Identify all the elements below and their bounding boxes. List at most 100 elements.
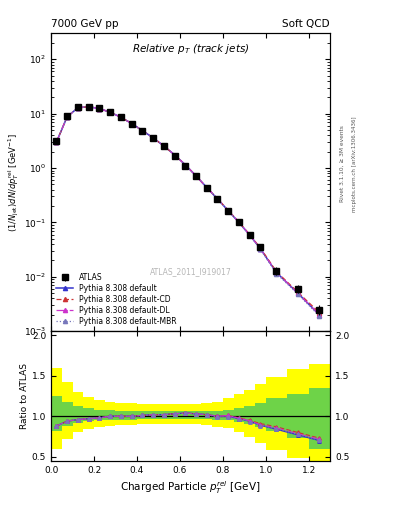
Pythia 8.308 default-CD (274, 268, 279, 274)
Pythia 8.308 default-MBR (86, 103, 91, 110)
Pythia 8.308 default (183, 162, 187, 168)
Pythia 8.308 default-MBR (172, 152, 177, 158)
Pythia 8.308 default-DL (237, 219, 241, 225)
Pythia 8.308 default-MBR (258, 246, 263, 252)
Pythia 8.308 default-DL (204, 184, 209, 190)
Pythia 8.308 default-DL (247, 232, 252, 238)
Pythia 8.308 default-MBR (54, 139, 59, 145)
Line: Pythia 8.308 default-CD: Pythia 8.308 default-CD (54, 104, 321, 315)
Pythia 8.308 default (75, 105, 80, 111)
Pythia 8.308 default-MBR (237, 219, 241, 225)
Pythia 8.308 default (162, 143, 166, 149)
Pythia 8.308 default-MBR (119, 114, 123, 120)
X-axis label: Charged Particle $p_T^{rel}$ [GeV]: Charged Particle $p_T^{rel}$ [GeV] (120, 479, 261, 496)
Line: Pythia 8.308 default-DL: Pythia 8.308 default-DL (54, 104, 321, 317)
Pythia 8.308 default (129, 120, 134, 126)
Pythia 8.308 default-DL (54, 139, 59, 145)
Pythia 8.308 default-CD (97, 105, 102, 112)
Pythia 8.308 default-CD (86, 103, 91, 110)
Pythia 8.308 default-DL (194, 173, 198, 179)
Pythia 8.308 default (54, 139, 59, 145)
Pythia 8.308 default-MBR (274, 270, 279, 276)
Pythia 8.308 default-CD (317, 310, 322, 316)
Pythia 8.308 default (140, 127, 145, 134)
Pythia 8.308 default-CD (215, 196, 220, 202)
Pythia 8.308 default-DL (274, 269, 279, 275)
Pythia 8.308 default-MBR (183, 162, 187, 168)
Legend: ATLAS, Pythia 8.308 default, Pythia 8.308 default-CD, Pythia 8.308 default-DL, P: ATLAS, Pythia 8.308 default, Pythia 8.30… (55, 272, 178, 328)
Pythia 8.308 default (258, 246, 263, 252)
Pythia 8.308 default-CD (194, 173, 198, 179)
Pythia 8.308 default-DL (65, 114, 70, 120)
Pythia 8.308 default-CD (247, 231, 252, 238)
Text: Rivet 3.1.10, ≥ 3M events: Rivet 3.1.10, ≥ 3M events (340, 125, 345, 202)
Pythia 8.308 default-CD (54, 139, 59, 145)
Pythia 8.308 default-MBR (296, 291, 300, 297)
Text: ATLAS_2011_I919017: ATLAS_2011_I919017 (150, 267, 231, 276)
Pythia 8.308 default-MBR (75, 105, 80, 111)
Pythia 8.308 default-MBR (194, 173, 198, 179)
Pythia 8.308 default-CD (119, 114, 123, 120)
Pythia 8.308 default-CD (65, 114, 70, 120)
Pythia 8.308 default-CD (204, 184, 209, 190)
Pythia 8.308 default-MBR (317, 313, 322, 319)
Pythia 8.308 default-DL (75, 105, 80, 111)
Pythia 8.308 default (194, 173, 198, 179)
Pythia 8.308 default (226, 207, 231, 214)
Pythia 8.308 default (204, 184, 209, 190)
Pythia 8.308 default-DL (317, 312, 322, 318)
Pythia 8.308 default-CD (172, 152, 177, 158)
Pythia 8.308 default-DL (172, 152, 177, 158)
Pythia 8.308 default-DL (129, 120, 134, 126)
Pythia 8.308 default-CD (75, 105, 80, 111)
Pythia 8.308 default (97, 105, 102, 112)
Pythia 8.308 default (86, 103, 91, 110)
Pythia 8.308 default-MBR (162, 143, 166, 149)
Pythia 8.308 default (317, 312, 322, 318)
Pythia 8.308 default-DL (151, 135, 155, 141)
Pythia 8.308 default (237, 219, 241, 225)
Pythia 8.308 default (215, 196, 220, 202)
Pythia 8.308 default-MBR (215, 196, 220, 202)
Pythia 8.308 default-CD (162, 143, 166, 149)
Pythia 8.308 default-CD (258, 245, 263, 251)
Pythia 8.308 default (108, 109, 112, 115)
Pythia 8.308 default-DL (108, 109, 112, 115)
Pythia 8.308 default (172, 152, 177, 158)
Pythia 8.308 default-MBR (247, 232, 252, 239)
Line: Pythia 8.308 default-MBR: Pythia 8.308 default-MBR (54, 104, 321, 318)
Pythia 8.308 default-MBR (140, 127, 145, 134)
Pythia 8.308 default (247, 232, 252, 238)
Pythia 8.308 default-DL (226, 207, 231, 214)
Y-axis label: $(1/N_\mathrm{jet})dN/dp_T^\mathrm{rel}\ [\mathrm{GeV}^{-1}]$: $(1/N_\mathrm{jet})dN/dp_T^\mathrm{rel}\… (7, 133, 21, 232)
Pythia 8.308 default (119, 114, 123, 120)
Line: Pythia 8.308 default: Pythia 8.308 default (54, 104, 321, 317)
Pythia 8.308 default-MBR (108, 109, 112, 115)
Pythia 8.308 default-CD (296, 289, 300, 295)
Pythia 8.308 default-MBR (151, 135, 155, 141)
Text: mcplots.cern.ch [arXiv:1306.3436]: mcplots.cern.ch [arXiv:1306.3436] (352, 116, 357, 211)
Pythia 8.308 default-DL (119, 114, 123, 120)
Pythia 8.308 default-DL (258, 246, 263, 252)
Pythia 8.308 default-CD (183, 162, 187, 168)
Y-axis label: Ratio to ATLAS: Ratio to ATLAS (20, 363, 29, 429)
Pythia 8.308 default-MBR (65, 114, 70, 120)
Pythia 8.308 default (296, 290, 300, 296)
Text: Soft QCD: Soft QCD (283, 19, 330, 29)
Pythia 8.308 default-CD (108, 109, 112, 115)
Pythia 8.308 default (151, 135, 155, 141)
Pythia 8.308 default-DL (162, 143, 166, 149)
Pythia 8.308 default (65, 114, 70, 120)
Pythia 8.308 default-CD (237, 219, 241, 225)
Pythia 8.308 default-CD (151, 135, 155, 141)
Pythia 8.308 default-DL (183, 162, 187, 168)
Text: 7000 GeV pp: 7000 GeV pp (51, 19, 119, 29)
Pythia 8.308 default-DL (97, 105, 102, 112)
Pythia 8.308 default-MBR (226, 208, 231, 214)
Pythia 8.308 default-CD (140, 127, 145, 134)
Pythia 8.308 default-DL (296, 290, 300, 296)
Pythia 8.308 default-MBR (204, 184, 209, 190)
Pythia 8.308 default-DL (140, 127, 145, 134)
Pythia 8.308 default-MBR (97, 105, 102, 112)
Pythia 8.308 default-DL (215, 196, 220, 202)
